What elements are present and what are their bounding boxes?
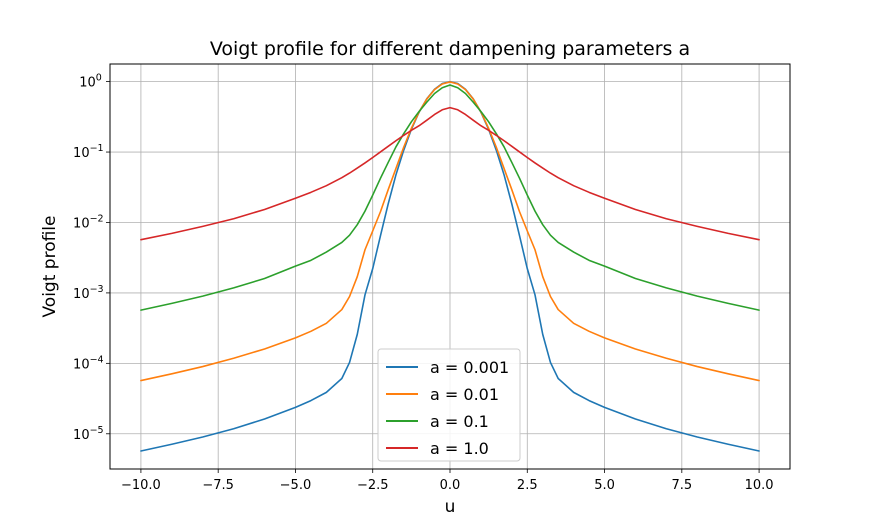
y-tick-label-base: 10 [73, 428, 90, 443]
y-tick-label-base: 10 [73, 146, 90, 161]
x-tick-label: 5.0 [594, 478, 615, 493]
y-tick-label-base: 10 [73, 357, 90, 372]
legend-box [377, 348, 521, 462]
y-tick-label-base: 10 [73, 287, 90, 302]
legend-label-2: a = 0.1 [430, 412, 489, 431]
x-tick-label: 7.5 [671, 478, 692, 493]
y-tick-label-base: 10 [79, 76, 96, 91]
x-tick-label: 2.5 [517, 478, 538, 493]
series-layer [140, 80, 760, 452]
x-ticks: −10.0 −7.5 −5.0 −2.5 0.0 2.5 5.0 7.5 10.0 [121, 469, 774, 493]
y-tick-label-exponent: −2 [90, 213, 104, 224]
series-line-1 [140, 81, 760, 382]
series-line-3 [140, 106, 760, 241]
y-tick-label-exponent: −1 [90, 143, 104, 154]
x-tick-label: −2.5 [357, 478, 389, 493]
x-tick-label: −7.5 [202, 478, 234, 493]
chart-title: Voigt profile for different dampening pa… [210, 38, 690, 60]
x-tick-label: 0.0 [440, 478, 461, 493]
y-tick-label-base: 10 [73, 216, 90, 231]
x-tick-label: 10.0 [745, 478, 774, 493]
y-axis-label: Voigt profile [40, 216, 60, 318]
x-tick-label: −10.0 [121, 478, 161, 493]
legend-label-0: a = 0.001 [430, 358, 509, 377]
x-axis-label: u [445, 497, 456, 517]
series-line-2 [140, 84, 760, 311]
y-tick-label-exponent: 0 [96, 73, 102, 84]
y-tick-label-exponent: −4 [90, 354, 104, 365]
y-tick-label-exponent: −5 [90, 425, 104, 436]
y-tick-label-exponent: −3 [90, 284, 104, 295]
legend: a = 0.001 a = 0.01 a = 0.1 a = 1.0 [377, 348, 521, 462]
legend-label-3: a = 1.0 [430, 439, 489, 458]
legend-label-1: a = 0.01 [430, 385, 499, 404]
x-tick-label: −5.0 [280, 478, 312, 493]
